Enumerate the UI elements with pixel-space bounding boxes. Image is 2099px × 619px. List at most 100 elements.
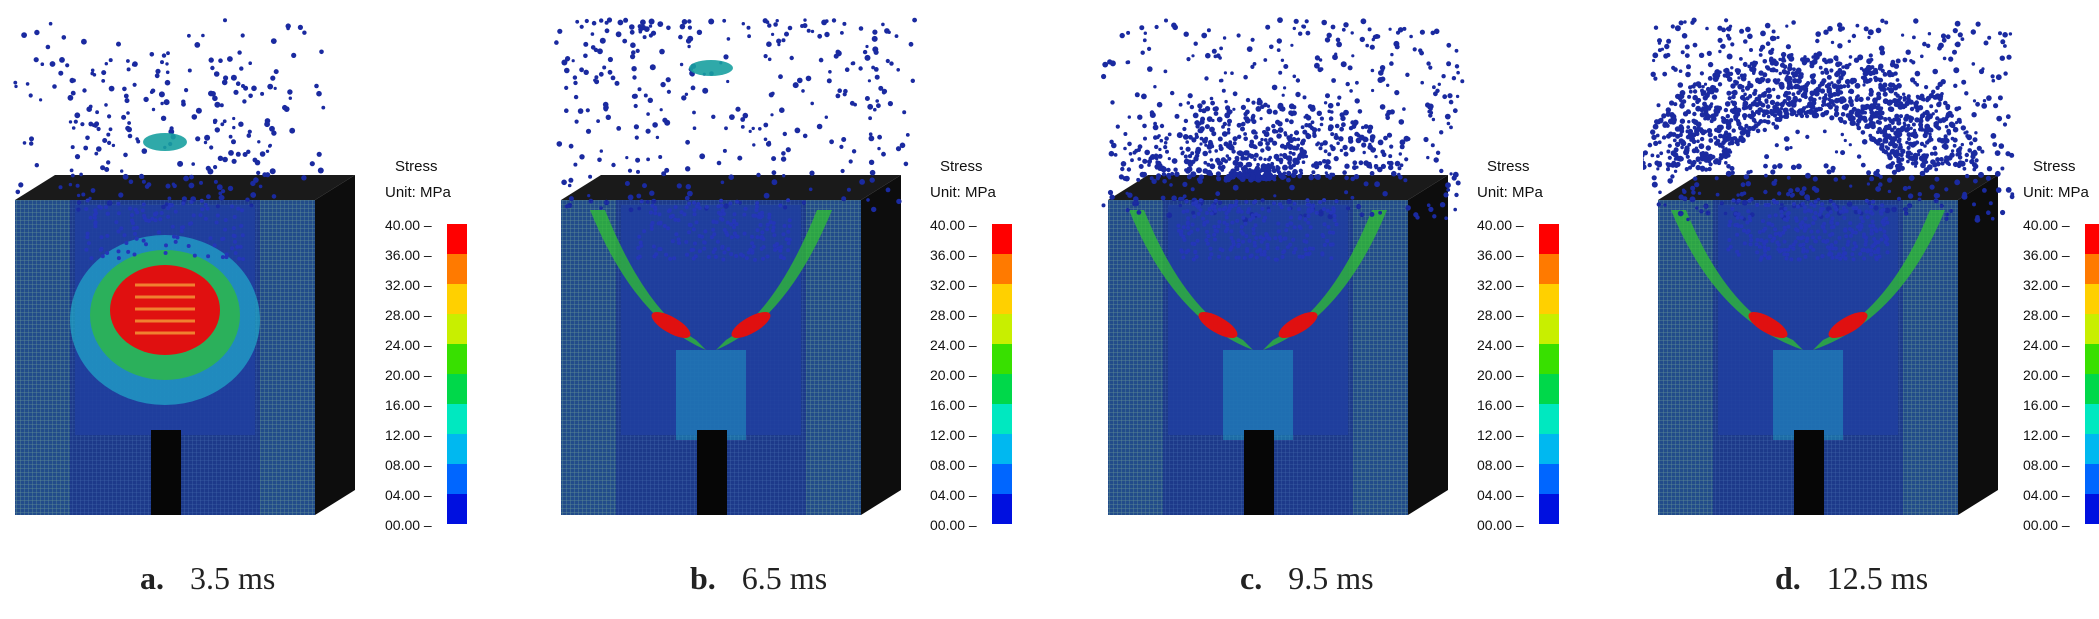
legend-tick: 32.00 – — [930, 277, 977, 293]
colorbar-segment — [1539, 404, 1559, 434]
colorbar-segment — [2085, 494, 2099, 524]
panel-caption: b. 6.5 ms — [690, 560, 827, 597]
colorbar-segment — [2085, 434, 2099, 464]
colorbar-segment — [447, 344, 467, 374]
legend-tick: 16.00 – — [1477, 397, 1524, 413]
legend-unit: Unit: MPa — [930, 184, 996, 201]
legend-tick: 00.00 – — [385, 517, 432, 533]
legend-tick: 00.00 – — [2023, 517, 2070, 533]
legend-tick: 36.00 – — [2023, 247, 2070, 263]
legend-unit: Unit: MPa — [385, 184, 451, 201]
panel-letter: c. — [1240, 560, 1263, 596]
legend-tick: 20.00 – — [2023, 367, 2070, 383]
legend-tick: 12.00 – — [1477, 427, 1524, 443]
legend-tick: 16.00 – — [385, 397, 432, 413]
colorbar-segment — [992, 374, 1012, 404]
stress-legend: Stress Unit: MPa 40.00 – 36.00 – 32.00 – 28.0… — [2023, 158, 2099, 538]
legend-unit: Unit: MPa — [2023, 184, 2089, 201]
legend-tick: 04.00 – — [930, 487, 977, 503]
colorbar — [447, 224, 467, 524]
legend-tick: 00.00 – — [1477, 517, 1524, 533]
legend-tick: 36.00 – — [385, 247, 432, 263]
panel-time: 6.5 ms — [741, 560, 828, 596]
colorbar-segment — [2085, 254, 2099, 284]
simulation-image — [554, 17, 917, 515]
legend-tick: 08.00 – — [2023, 457, 2070, 473]
colorbar-segment — [2085, 284, 2099, 314]
legend-tick: 08.00 – — [930, 457, 977, 473]
legend-tick: 12.00 – — [930, 427, 977, 443]
colorbar-segment — [1539, 314, 1559, 344]
colorbar-segment — [992, 464, 1012, 494]
colorbar-segment — [2085, 404, 2099, 434]
legend-tick: 32.00 – — [2023, 277, 2070, 293]
legend-tick: 36.00 – — [930, 247, 977, 263]
legend-tick: 28.00 – — [1477, 307, 1524, 323]
legend-tick: 24.00 – — [1477, 337, 1524, 353]
colorbar-segment — [1539, 284, 1559, 314]
colorbar-segment — [992, 434, 1012, 464]
legend-tick: 08.00 – — [385, 457, 432, 473]
colorbar-segment — [447, 374, 467, 404]
colorbar-segment — [1539, 254, 1559, 284]
colorbar-segment — [447, 254, 467, 284]
stress-legend: Stress Unit: MPa 40.00 – 36.00 – 32.00 – 28.0… — [385, 158, 475, 538]
colorbar-segment — [1539, 464, 1559, 494]
colorbar-segment — [992, 344, 1012, 374]
colorbar-segment — [1539, 434, 1559, 464]
colorbar-segment — [2085, 224, 2099, 254]
colorbar-segment — [447, 464, 467, 494]
colorbar-segment — [447, 284, 467, 314]
colorbar-segment — [1539, 374, 1559, 404]
legend-title: Stress — [2033, 158, 2076, 175]
panel-caption: a. 3.5 ms — [140, 560, 275, 597]
colorbar-segment — [447, 494, 467, 524]
legend-tick: 16.00 – — [2023, 397, 2070, 413]
legend-tick: 08.00 – — [1477, 457, 1524, 473]
colorbar-segment — [992, 404, 1012, 434]
legend-tick: 24.00 – — [2023, 337, 2070, 353]
legend-tick: 40.00 – — [1477, 217, 1524, 233]
stress-legend: Stress Unit: MPa 40.00 – 36.00 – 32.00 – 28.0… — [930, 158, 1020, 538]
legend-tick: 32.00 – — [1477, 277, 1524, 293]
legend-tick: 20.00 – — [385, 367, 432, 383]
colorbar-segment — [447, 224, 467, 254]
panel-3: Stress Unit: MPa 40.00 – 36.00 – 32.00 – 28.0… — [1093, 0, 1618, 619]
panel-caption: c. 9.5 ms — [1240, 560, 1374, 597]
panel-letter: a. — [140, 560, 164, 596]
legend-tick: 28.00 – — [930, 307, 977, 323]
colorbar-segment — [1539, 344, 1559, 374]
colorbar-segment — [1539, 494, 1559, 524]
simulation-image — [13, 18, 355, 515]
legend-tick: 40.00 – — [930, 217, 977, 233]
panel-2: Stress Unit: MPa 40.00 – 36.00 – 32.00 – 28.0… — [546, 0, 1071, 619]
panel-caption: d. 12.5 ms — [1775, 560, 1928, 597]
legend-tick: 40.00 – — [385, 217, 432, 233]
legend-tick: 40.00 – — [2023, 217, 2070, 233]
legend-unit: Unit: MPa — [1477, 184, 1543, 201]
colorbar-segment — [447, 404, 467, 434]
colorbar-segment — [447, 434, 467, 464]
legend-tick: 12.00 – — [2023, 427, 2070, 443]
legend-tick: 20.00 – — [930, 367, 977, 383]
colorbar-segment — [2085, 314, 2099, 344]
legend-tick: 00.00 – — [930, 517, 977, 533]
colorbar-segment — [992, 494, 1012, 524]
legend-tick: 28.00 – — [2023, 307, 2070, 323]
colorbar-segment — [2085, 374, 2099, 404]
legend-tick: 16.00 – — [930, 397, 977, 413]
legend-tick: 36.00 – — [1477, 247, 1524, 263]
colorbar-segment — [992, 224, 1012, 254]
colorbar — [2085, 224, 2099, 524]
panel-time: 12.5 ms — [1826, 560, 1929, 596]
legend-title: Stress — [1487, 158, 1530, 175]
colorbar-segment — [992, 284, 1012, 314]
panel-letter: d. — [1775, 560, 1801, 596]
panel-time: 3.5 ms — [190, 560, 276, 596]
simulation-image — [1101, 17, 1465, 515]
legend-tick: 32.00 – — [385, 277, 432, 293]
colorbar-segment — [2085, 464, 2099, 494]
colorbar — [992, 224, 1012, 524]
panel-letter: b. — [690, 560, 716, 596]
colorbar-segment — [447, 314, 467, 344]
